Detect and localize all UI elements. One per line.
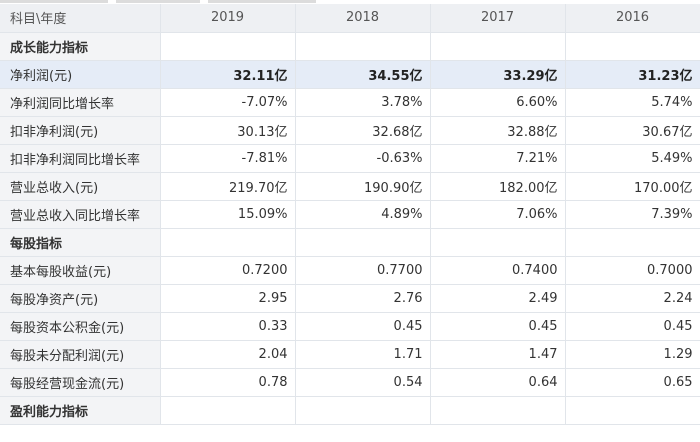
cell-value: 0.7700 bbox=[295, 256, 431, 285]
section-title: 成长能力指标 bbox=[0, 32, 161, 61]
cell-value: 1.29 bbox=[565, 340, 700, 369]
cell-value: 7.39% bbox=[565, 200, 700, 229]
cell-value: 0.7200 bbox=[160, 256, 296, 285]
cell-value: 1.47 bbox=[430, 340, 566, 369]
table-header-row: 科目\年度 2019 2018 2017 2016 bbox=[0, 4, 700, 33]
table-row: 营业总收入(元) 219.70亿 190.90亿 182.00亿 170.00亿 bbox=[0, 172, 700, 201]
section-header-row: 成长能力指标 bbox=[0, 32, 700, 61]
cell-value: 182.00亿 bbox=[430, 172, 566, 201]
year-header-2018[interactable]: 2018 bbox=[295, 4, 431, 33]
row-label: 营业总收入(元) bbox=[0, 172, 161, 201]
row-label: 扣非净利润同比增长率 bbox=[0, 144, 161, 173]
cell-value: 0.33 bbox=[160, 312, 296, 341]
cell-value: 31.23亿 bbox=[565, 60, 700, 89]
cell-value: -0.63% bbox=[295, 144, 431, 173]
cell-value: 0.54 bbox=[295, 368, 431, 397]
section-header-row: 盈利能力指标 bbox=[0, 396, 700, 425]
cell-value: 34.55亿 bbox=[295, 60, 431, 89]
empty-cell bbox=[295, 32, 431, 61]
empty-cell bbox=[430, 228, 566, 257]
row-label: 基本每股收益(元) bbox=[0, 256, 161, 285]
cell-value: -7.07% bbox=[160, 88, 296, 117]
cell-value: 33.29亿 bbox=[430, 60, 566, 89]
cell-value: 0.78 bbox=[160, 368, 296, 397]
empty-cell bbox=[565, 32, 700, 61]
table-row: 扣非净利润同比增长率 -7.81% -0.63% 7.21% 5.49% bbox=[0, 144, 700, 173]
empty-cell bbox=[430, 32, 566, 61]
empty-cell bbox=[295, 396, 431, 425]
cell-value: 0.65 bbox=[565, 368, 700, 397]
empty-cell bbox=[160, 396, 296, 425]
cell-value: 32.88亿 bbox=[430, 116, 566, 145]
tab-indicator[interactable] bbox=[0, 0, 108, 3]
cell-value: 7.21% bbox=[430, 144, 566, 173]
cell-value: 0.64 bbox=[430, 368, 566, 397]
financial-indicators-table: 科目\年度 2019 2018 2017 2016 成长能力指标 净利润(元) 32… bbox=[0, 4, 700, 425]
cell-value: 1.71 bbox=[295, 340, 431, 369]
cell-value: 0.7000 bbox=[565, 256, 700, 285]
cell-value: 0.7400 bbox=[430, 256, 566, 285]
cell-value: -7.81% bbox=[160, 144, 296, 173]
cell-value: 6.60% bbox=[430, 88, 566, 117]
table-row: 每股经营现金流(元) 0.78 0.54 0.64 0.65 bbox=[0, 368, 700, 397]
section-title: 每股指标 bbox=[0, 228, 161, 257]
row-label: 每股资本公积金(元) bbox=[0, 312, 161, 341]
cell-value: 170.00亿 bbox=[565, 172, 700, 201]
cell-value: 30.67亿 bbox=[565, 116, 700, 145]
cell-value: 2.04 bbox=[160, 340, 296, 369]
row-label: 净利润同比增长率 bbox=[0, 88, 161, 117]
row-label: 净利润(元) bbox=[0, 60, 161, 89]
row-label: 每股经营现金流(元) bbox=[0, 368, 161, 397]
table-row: 净利润同比增长率 -7.07% 3.78% 6.60% 5.74% bbox=[0, 88, 700, 117]
row-label: 扣非净利润(元) bbox=[0, 116, 161, 145]
header-label: 科目\年度 bbox=[0, 4, 161, 33]
cell-value: 15.09% bbox=[160, 200, 296, 229]
table-row: 每股未分配利润(元) 2.04 1.71 1.47 1.29 bbox=[0, 340, 700, 369]
table-row: 营业总收入同比增长率 15.09% 4.89% 7.06% 7.39% bbox=[0, 200, 700, 229]
empty-cell bbox=[295, 228, 431, 257]
cell-value: 2.24 bbox=[565, 284, 700, 313]
cell-value: 3.78% bbox=[295, 88, 431, 117]
table-row: 净利润(元) 32.11亿 34.55亿 33.29亿 31.23亿 bbox=[0, 60, 700, 89]
cell-value: 0.45 bbox=[565, 312, 700, 341]
table-row: 扣非净利润(元) 30.13亿 32.68亿 32.88亿 30.67亿 bbox=[0, 116, 700, 145]
year-header-2016[interactable]: 2016 bbox=[565, 4, 700, 33]
empty-cell bbox=[430, 396, 566, 425]
cell-value: 2.76 bbox=[295, 284, 431, 313]
cell-value: 4.89% bbox=[295, 200, 431, 229]
table-row: 每股资本公积金(元) 0.33 0.45 0.45 0.45 bbox=[0, 312, 700, 341]
cell-value: 2.49 bbox=[430, 284, 566, 313]
cell-value: 0.45 bbox=[295, 312, 431, 341]
empty-cell bbox=[160, 32, 296, 61]
cell-value: 30.13亿 bbox=[160, 116, 296, 145]
empty-cell bbox=[160, 228, 296, 257]
section-header-row: 每股指标 bbox=[0, 228, 700, 257]
cell-value: 32.11亿 bbox=[160, 60, 296, 89]
section-title: 盈利能力指标 bbox=[0, 396, 161, 425]
empty-cell bbox=[565, 396, 700, 425]
cell-value: 7.06% bbox=[430, 200, 566, 229]
tab-indicator[interactable] bbox=[116, 0, 200, 3]
cell-value: 32.68亿 bbox=[295, 116, 431, 145]
empty-cell bbox=[565, 228, 700, 257]
row-label: 每股净资产(元) bbox=[0, 284, 161, 313]
row-label: 营业总收入同比增长率 bbox=[0, 200, 161, 229]
year-header-2019[interactable]: 2019 bbox=[160, 4, 296, 33]
cell-value: 190.90亿 bbox=[295, 172, 431, 201]
table-row: 每股净资产(元) 2.95 2.76 2.49 2.24 bbox=[0, 284, 700, 313]
cell-value: 2.95 bbox=[160, 284, 296, 313]
cell-value: 0.45 bbox=[430, 312, 566, 341]
tab-indicator[interactable] bbox=[208, 0, 316, 3]
cell-value: 5.49% bbox=[565, 144, 700, 173]
top-tab-strip bbox=[0, 0, 700, 4]
table-row: 基本每股收益(元) 0.7200 0.7700 0.7400 0.7000 bbox=[0, 256, 700, 285]
year-header-2017[interactable]: 2017 bbox=[430, 4, 566, 33]
cell-value: 219.70亿 bbox=[160, 172, 296, 201]
row-label: 每股未分配利润(元) bbox=[0, 340, 161, 369]
cell-value: 5.74% bbox=[565, 88, 700, 117]
